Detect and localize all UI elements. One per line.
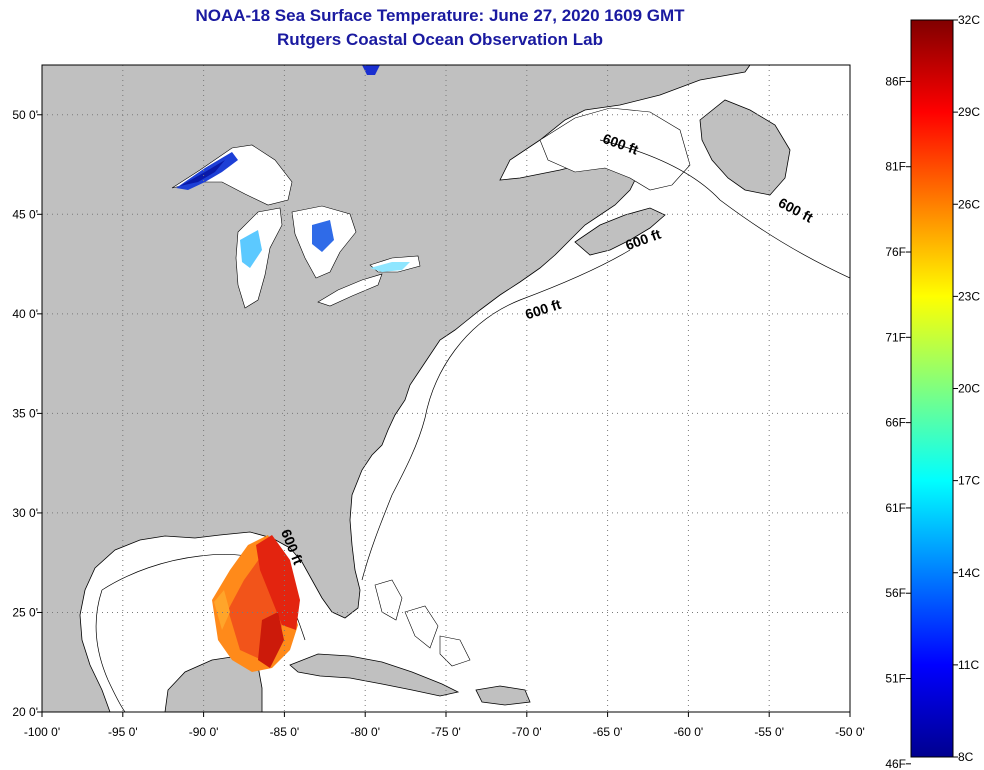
lon-tick-label: -80 0' [350, 725, 380, 739]
lake-michigan [235, 207, 283, 309]
gulf-st-lawrence [539, 107, 691, 191]
lon-tick-label: -95 0' [108, 725, 138, 739]
bahamas-banks [374, 579, 471, 667]
lon-tick-label: -60 0' [674, 725, 704, 739]
lon-tick-label: -50 0' [835, 725, 865, 739]
sst-gulf-swath [212, 535, 300, 672]
lon-tick-label: -70 0' [512, 725, 542, 739]
lat-tick-label: 45 0' [12, 207, 38, 221]
lat-tick-label: 20 0' [12, 705, 38, 719]
lon-tick-label: -55 0' [754, 725, 784, 739]
sst-lake-michigan [240, 230, 262, 268]
map-subtitle: Rutgers Coastal Ocean Observation Lab [277, 30, 603, 49]
nova-scotia-land [574, 207, 666, 256]
cuba-land [289, 653, 460, 697]
lon-tick-label: -75 0' [431, 725, 461, 739]
map-title: NOAA-18 Sea Surface Temperature: June 27… [195, 6, 685, 25]
lake-erie [317, 273, 383, 307]
newfoundland-land [699, 99, 791, 196]
lon-tick-label: -65 0' [593, 725, 623, 739]
lat-tick-label: 30 0' [12, 506, 38, 520]
hispaniola-land [475, 685, 531, 706]
lat-tick-label: 40 0' [12, 307, 38, 321]
lat-tick-label: 35 0' [12, 406, 38, 420]
lat-tick-label: 50 0' [12, 108, 38, 122]
lon-tick-label: -90 0' [189, 725, 219, 739]
north-america-land [42, 65, 751, 712]
sst-hudson-bay-patch [362, 65, 380, 75]
lake-superior [171, 144, 293, 206]
lon-tick-label: -100 0' [24, 725, 60, 739]
lon-tick-label: -85 0' [270, 725, 300, 739]
sst-lake-huron [312, 220, 334, 252]
bathymetry-600ft-contours [95, 139, 850, 712]
longitude-labels: -100 0' -95 0' -90 0' -85 0' -80 0' -75 0' -70… [24, 712, 865, 739]
sst-lake-erie [370, 262, 410, 272]
latitude-labels: 20 0' 25 0' 30 0' 35 0' 40 0' 45 0' 50 0' [12, 108, 42, 719]
lat-tick-label: 25 0' [12, 605, 38, 619]
